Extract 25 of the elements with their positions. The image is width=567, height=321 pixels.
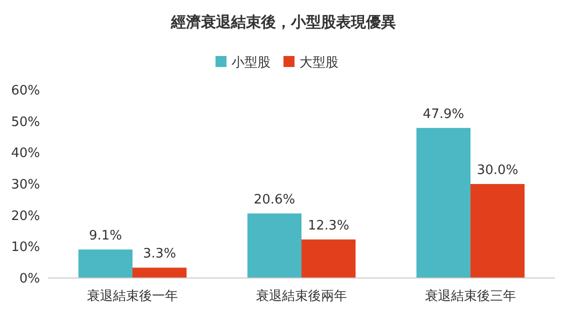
y-tick-label: 10%	[11, 240, 40, 256]
bar	[78, 249, 132, 278]
y-tick-label: 0%	[19, 272, 40, 287]
x-tick-label: 衰退結束後三年	[425, 288, 516, 304]
y-tick-label: 40%	[11, 146, 40, 162]
bar	[247, 213, 302, 278]
data-label: 12.3%	[308, 218, 350, 234]
bar	[302, 239, 356, 278]
x-tick-label: 衰退結束後兩年	[256, 288, 347, 304]
x-tick-label: 衰退結束後一年	[87, 288, 178, 304]
legend-label: 小型股	[232, 56, 270, 71]
data-label: 20.6%	[254, 192, 296, 208]
y-tick-label: 20%	[11, 208, 40, 224]
data-label: 3.3%	[143, 246, 176, 262]
data-label: 47.9%	[422, 106, 464, 122]
y-tick-label: 30%	[11, 178, 40, 193]
bar	[470, 184, 525, 278]
chart-title: 經濟衰退結束後，小型股表現優異	[170, 13, 396, 31]
data-label: 30.0%	[476, 163, 518, 178]
y-tick-label: 50%	[11, 114, 40, 130]
bar	[132, 268, 187, 278]
bar	[416, 128, 470, 278]
legend-label: 大型股	[300, 56, 338, 71]
data-label: 9.1%	[88, 228, 122, 244]
y-tick-label: 60%	[11, 84, 40, 99]
